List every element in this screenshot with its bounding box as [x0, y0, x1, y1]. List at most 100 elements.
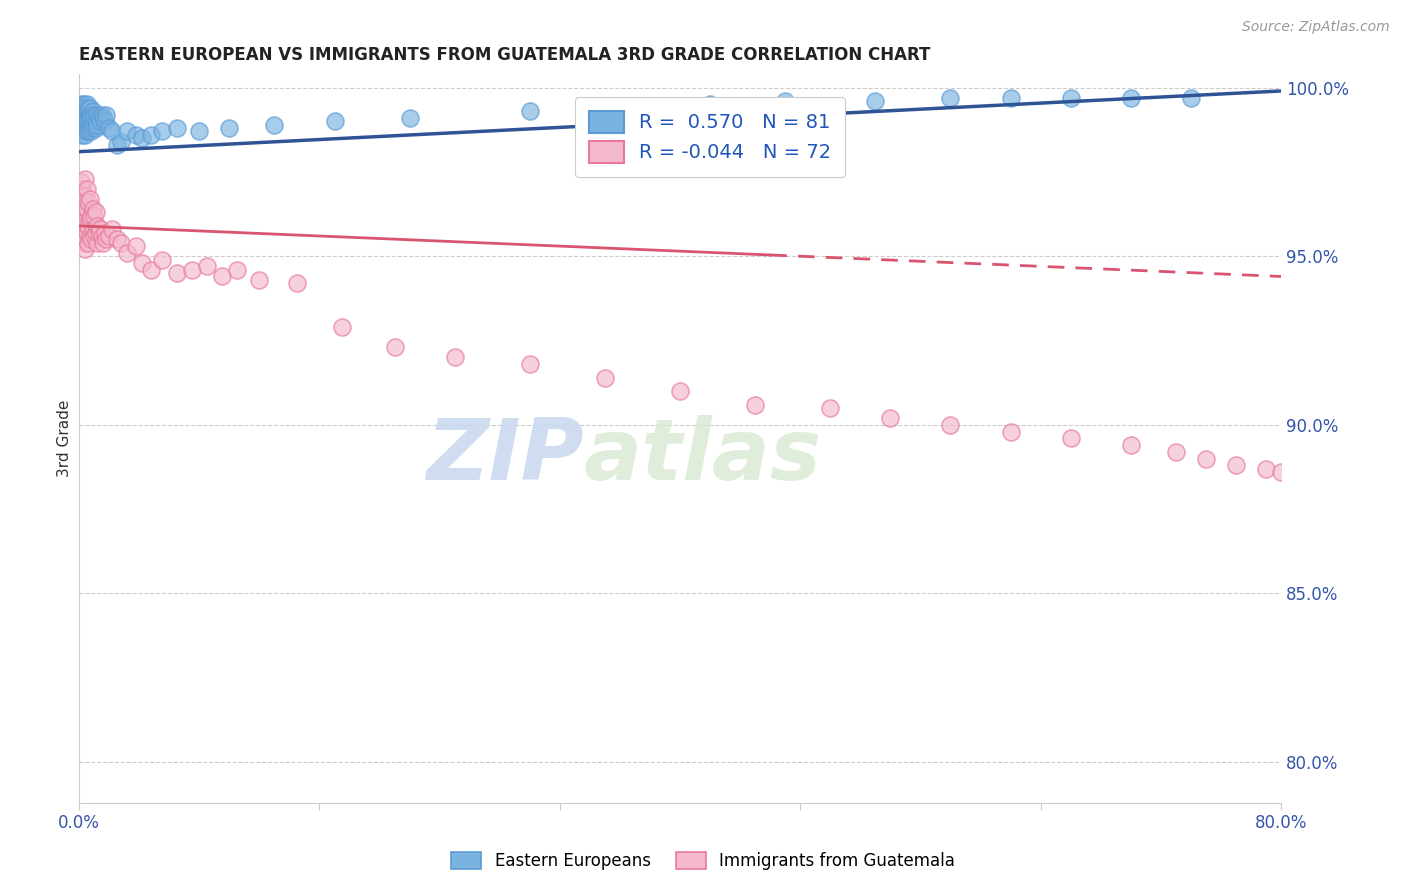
Point	[443, 351, 465, 365]
Point	[101, 124, 124, 138]
Point	[70, 182, 93, 196]
Point	[865, 94, 887, 108]
Point	[84, 121, 107, 136]
Point	[141, 262, 163, 277]
Point	[75, 121, 97, 136]
Point	[90, 107, 112, 121]
Point	[87, 111, 110, 125]
Point	[84, 205, 107, 219]
Point	[79, 118, 101, 132]
Point	[83, 118, 105, 132]
Point	[72, 111, 94, 125]
Point	[77, 219, 100, 233]
Point	[77, 111, 100, 125]
Point	[76, 226, 98, 240]
Point	[77, 235, 100, 250]
Legend: Eastern Europeans, Immigrants from Guatemala: Eastern Europeans, Immigrants from Guate…	[444, 845, 962, 877]
Text: Source: ZipAtlas.com: Source: ZipAtlas.com	[1241, 20, 1389, 34]
Point	[69, 107, 91, 121]
Point	[76, 104, 98, 119]
Point	[96, 232, 118, 246]
Point	[323, 114, 346, 128]
Point	[593, 370, 616, 384]
Point	[195, 260, 218, 274]
Point	[83, 229, 105, 244]
Y-axis label: 3rd Grade: 3rd Grade	[58, 400, 72, 477]
Point	[384, 340, 406, 354]
Point	[75, 243, 97, 257]
Point	[79, 192, 101, 206]
Point	[80, 232, 103, 246]
Point	[1000, 91, 1022, 105]
Point	[80, 107, 103, 121]
Text: EASTERN EUROPEAN VS IMMIGRANTS FROM GUATEMALA 3RD GRADE CORRELATION CHART: EASTERN EUROPEAN VS IMMIGRANTS FROM GUAT…	[79, 46, 931, 64]
Point	[98, 121, 121, 136]
Point	[76, 118, 98, 132]
Point	[82, 104, 104, 119]
Point	[84, 114, 107, 128]
Point	[1119, 438, 1142, 452]
Point	[519, 104, 541, 119]
Point	[76, 114, 98, 128]
Point	[125, 239, 148, 253]
Point	[69, 97, 91, 112]
Point	[125, 128, 148, 142]
Point	[76, 97, 98, 112]
Point	[75, 107, 97, 121]
Point	[773, 94, 796, 108]
Point	[1119, 91, 1142, 105]
Point	[82, 222, 104, 236]
Point	[77, 195, 100, 210]
Point	[75, 114, 97, 128]
Point	[76, 124, 98, 138]
Point	[150, 252, 173, 267]
Text: ZIP: ZIP	[426, 415, 583, 498]
Point	[82, 202, 104, 216]
Point	[188, 124, 211, 138]
Text: atlas: atlas	[583, 415, 823, 498]
Point	[141, 128, 163, 142]
Point	[83, 107, 105, 121]
Point	[77, 114, 100, 128]
Point	[86, 235, 108, 250]
Point	[72, 97, 94, 112]
Point	[84, 226, 107, 240]
Point	[1225, 458, 1247, 473]
Point	[225, 262, 247, 277]
Point	[211, 269, 233, 284]
Point	[75, 171, 97, 186]
Point	[105, 232, 128, 246]
Point	[76, 107, 98, 121]
Point	[218, 121, 240, 136]
Point	[91, 235, 114, 250]
Point	[80, 124, 103, 138]
Point	[79, 212, 101, 227]
Point	[75, 219, 97, 233]
Point	[1164, 445, 1187, 459]
Point	[72, 188, 94, 202]
Point	[820, 401, 842, 415]
Point	[75, 195, 97, 210]
Point	[69, 222, 91, 236]
Point	[76, 202, 98, 216]
Point	[82, 114, 104, 128]
Point	[79, 229, 101, 244]
Point	[519, 357, 541, 371]
Point	[69, 175, 91, 189]
Point	[72, 114, 94, 128]
Point	[72, 235, 94, 250]
Point	[669, 384, 692, 398]
Point	[86, 118, 108, 132]
Point	[72, 104, 94, 119]
Point	[83, 111, 105, 125]
Point	[939, 417, 962, 432]
Point	[247, 273, 270, 287]
Point	[77, 124, 100, 138]
Point	[80, 209, 103, 223]
Point	[1195, 451, 1218, 466]
Point	[91, 111, 114, 125]
Point	[89, 114, 111, 128]
Point	[330, 320, 353, 334]
Point	[1254, 461, 1277, 475]
Legend: R =  0.570   N = 81, R = -0.044   N = 72: R = 0.570 N = 81, R = -0.044 N = 72	[575, 97, 845, 177]
